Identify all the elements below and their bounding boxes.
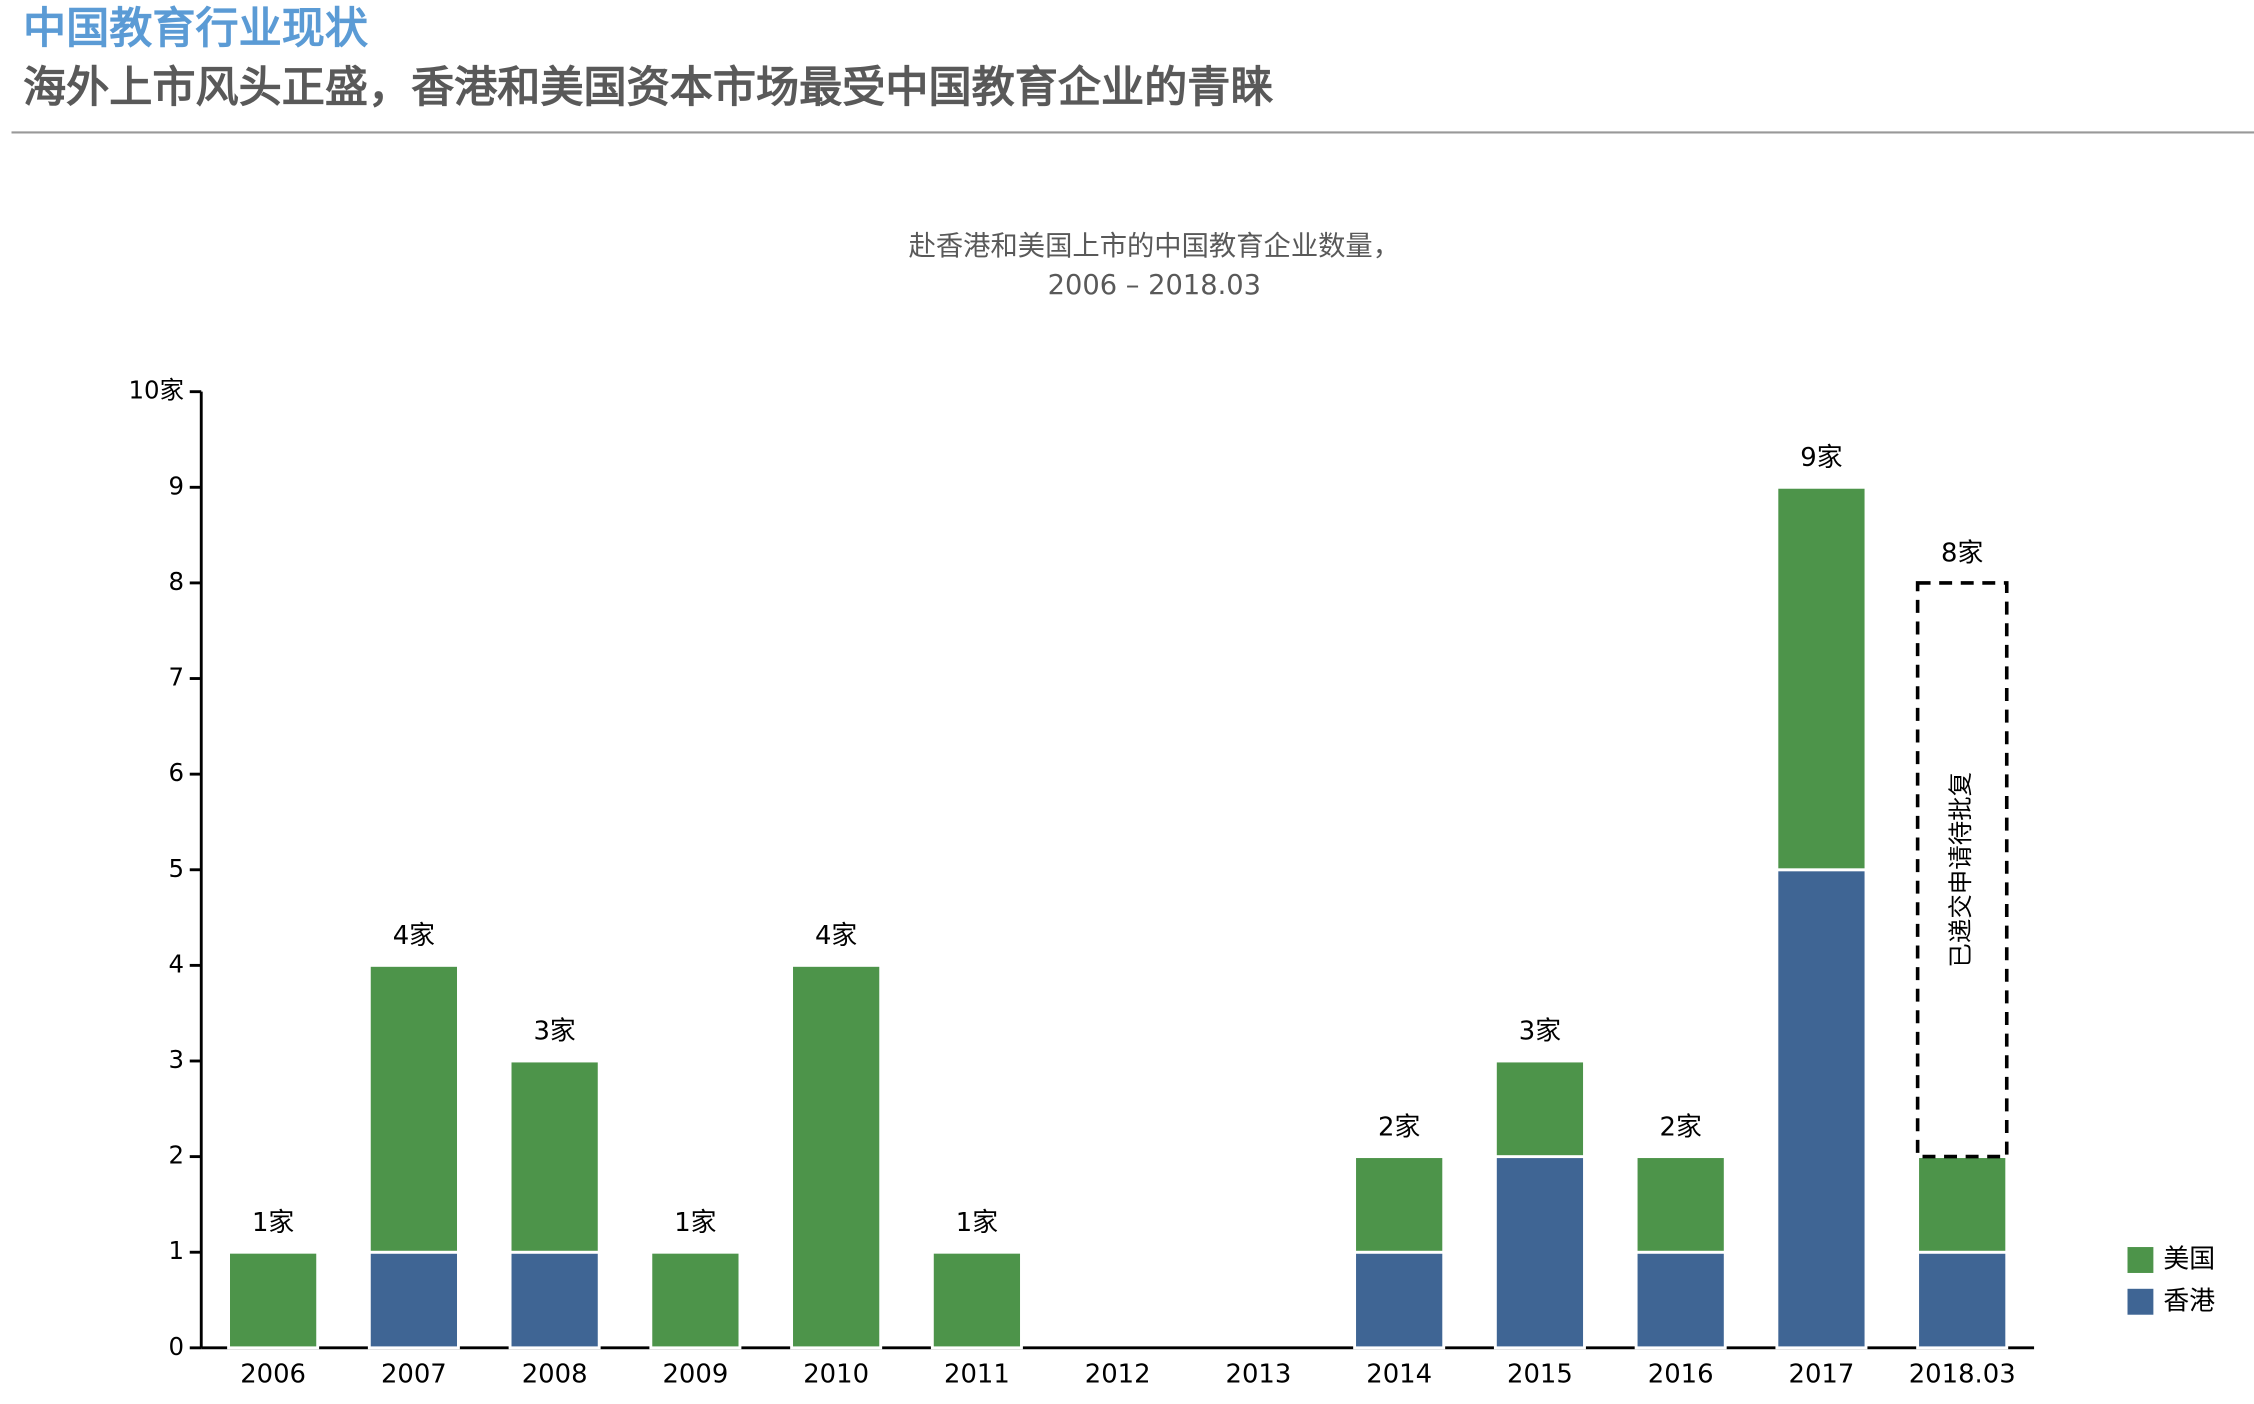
bar-segment: [1775, 868, 1868, 1350]
legend-label: 美国: [2163, 1244, 2215, 1274]
x-tick-label: 2013: [1226, 1360, 1292, 1390]
pending-label: 已递交申请待批复: [1946, 772, 1975, 968]
x-tick-label: 2016: [1648, 1360, 1714, 1390]
x-tick-label: 2009: [662, 1360, 728, 1390]
total-label: 3家: [533, 1017, 575, 1047]
y-tick-label: 5: [168, 854, 184, 883]
x-tick-label: 2017: [1789, 1360, 1855, 1390]
y-tick-label: 7: [168, 663, 184, 692]
bar-segment: [1634, 1250, 1727, 1350]
bar-segment: [1353, 1250, 1446, 1350]
y-tick-label: 4: [168, 949, 184, 978]
bar-segment: [508, 1059, 601, 1254]
chart-subtitle: 2006 – 2018.03: [1048, 270, 1261, 301]
pending-box: [1915, 581, 2009, 1159]
bar-segment: [367, 1250, 460, 1350]
total-label: 4家: [815, 921, 857, 951]
x-tick-label: 2011: [944, 1360, 1010, 1390]
total-label: 4家: [393, 921, 435, 951]
total-label: 9家: [1800, 443, 1842, 473]
y-tick-label: 1: [168, 1236, 184, 1265]
total-label: 1家: [252, 1208, 294, 1238]
x-tick-label: 2006: [240, 1360, 306, 1390]
bar-segment: [1916, 1155, 2009, 1254]
x-tick-label: 2015: [1507, 1360, 1573, 1390]
y-tick-label: 3: [168, 1045, 184, 1074]
total-label: 8家: [1941, 539, 1983, 569]
bar-segment: [1916, 1250, 2009, 1350]
bar-segment: [1775, 485, 1868, 872]
x-tick-label: 2007: [381, 1360, 447, 1390]
total-label: 1家: [956, 1208, 998, 1238]
total-label: 2家: [1378, 1112, 1420, 1142]
bar-segment: [1353, 1155, 1446, 1254]
bar-segment: [1493, 1155, 1586, 1350]
y-tick-label: 9: [168, 471, 184, 500]
legend-swatch: [2127, 1247, 2154, 1273]
total-label: 1家: [674, 1208, 716, 1238]
y-tick-label: 6: [168, 758, 184, 787]
total-label: 2家: [1660, 1112, 1702, 1142]
bar-segment: [790, 963, 883, 1350]
page-subtitle: 海外上市风头正盛，香港和美国资本市场最受中国教育企业的青睐: [23, 63, 1273, 113]
bar-segment: [508, 1250, 601, 1350]
x-tick-label: 2010: [803, 1360, 869, 1390]
x-tick-label: 2018.03: [1909, 1360, 2016, 1390]
chart-title: 赴香港和美国上市的中国教育企业数量，: [909, 231, 1400, 262]
bar-segment: [1493, 1059, 1586, 1159]
page-title: 中国教育行业现状: [23, 4, 369, 54]
bar-segment: [649, 1250, 742, 1350]
x-tick-label: 2014: [1366, 1360, 1432, 1390]
legend-swatch: [2127, 1288, 2154, 1315]
y-tick-label: 0: [168, 1332, 184, 1361]
x-tick-label: 2008: [522, 1360, 588, 1390]
legend-label: 香港: [2163, 1286, 2215, 1316]
y-tick-label: 2: [168, 1141, 184, 1170]
total-label: 3家: [1519, 1017, 1561, 1047]
bar-segment: [367, 963, 460, 1254]
bar-segment: [930, 1250, 1023, 1350]
x-tick-label: 2012: [1085, 1360, 1151, 1390]
bar-segment: [227, 1250, 320, 1350]
y-tick-label: 8: [168, 567, 184, 596]
y-tick-label: 10家: [129, 376, 184, 405]
bar-segment: [1634, 1155, 1727, 1254]
